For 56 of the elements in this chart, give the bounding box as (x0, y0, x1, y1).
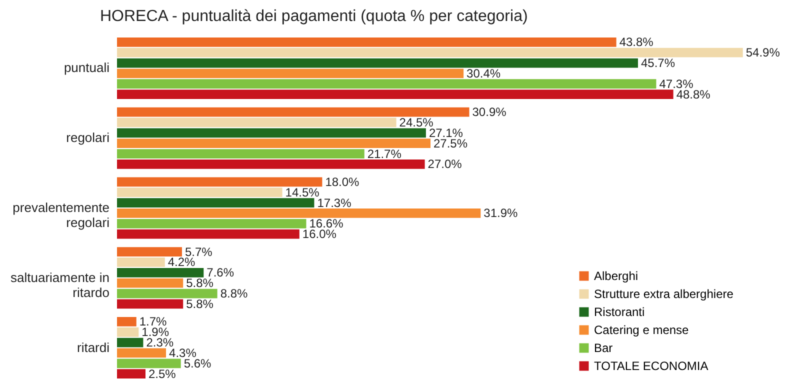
data-label: 30.9% (472, 105, 507, 120)
bar (117, 247, 182, 257)
bar (117, 278, 184, 288)
bar (117, 138, 430, 148)
y-tick-label: ritardi (76, 340, 110, 355)
bar (117, 107, 470, 117)
bar (117, 348, 166, 358)
bar (117, 258, 165, 267)
data-label: 2.5% (148, 366, 176, 381)
legend-label: Ristoranti (594, 305, 645, 319)
bar (117, 208, 481, 218)
bar (117, 128, 426, 138)
data-label: 8.8% (220, 286, 248, 301)
y-tick-label: puntuali (64, 60, 110, 76)
bar (117, 149, 364, 158)
bar (117, 68, 464, 78)
y-tick-label: prevalentemente regolari (12, 200, 110, 230)
bar (117, 317, 136, 326)
bar (117, 327, 139, 337)
data-label: 31.9% (484, 206, 518, 220)
bar (117, 58, 638, 68)
legend-label: TOTALE ECONOMIA (594, 359, 708, 373)
bar (117, 37, 616, 47)
bar (117, 159, 425, 169)
data-label: 30.4% (466, 66, 501, 80)
data-label: 54.9% (746, 46, 780, 60)
bar (117, 288, 218, 298)
bar (117, 369, 146, 379)
data-label: 18.0% (325, 174, 360, 189)
y-tick-label: regolari (66, 130, 110, 146)
data-label: 17.3% (317, 196, 352, 210)
data-label: 27.0% (428, 157, 462, 172)
legend-label: Alberghi (594, 269, 638, 283)
legend-label: Bar (594, 341, 613, 355)
bar (117, 338, 144, 348)
bar (117, 90, 674, 99)
data-label: 14.5% (285, 185, 320, 200)
bar (117, 177, 322, 187)
bar (117, 198, 314, 208)
data-label: 5.8% (186, 296, 214, 311)
bar (117, 48, 743, 58)
bar (117, 358, 181, 368)
legend-label: Catering e mense (594, 323, 690, 337)
bar (117, 268, 204, 278)
bar (117, 118, 396, 128)
bar (117, 188, 282, 198)
y-tick-label: saltuariamente in ritardo (10, 270, 110, 300)
bar (117, 299, 184, 309)
chart-title: HORECA - puntualità dei pagamenti (quota % per categoria) (100, 8, 528, 25)
data-label: 21.7% (367, 146, 402, 161)
bar (117, 229, 300, 239)
bar (117, 79, 656, 89)
bar (117, 218, 306, 228)
data-label: 45.7% (640, 56, 676, 70)
legend-label: Strutture extra alberghiere (594, 287, 734, 301)
data-label: 43.8% (619, 35, 654, 50)
